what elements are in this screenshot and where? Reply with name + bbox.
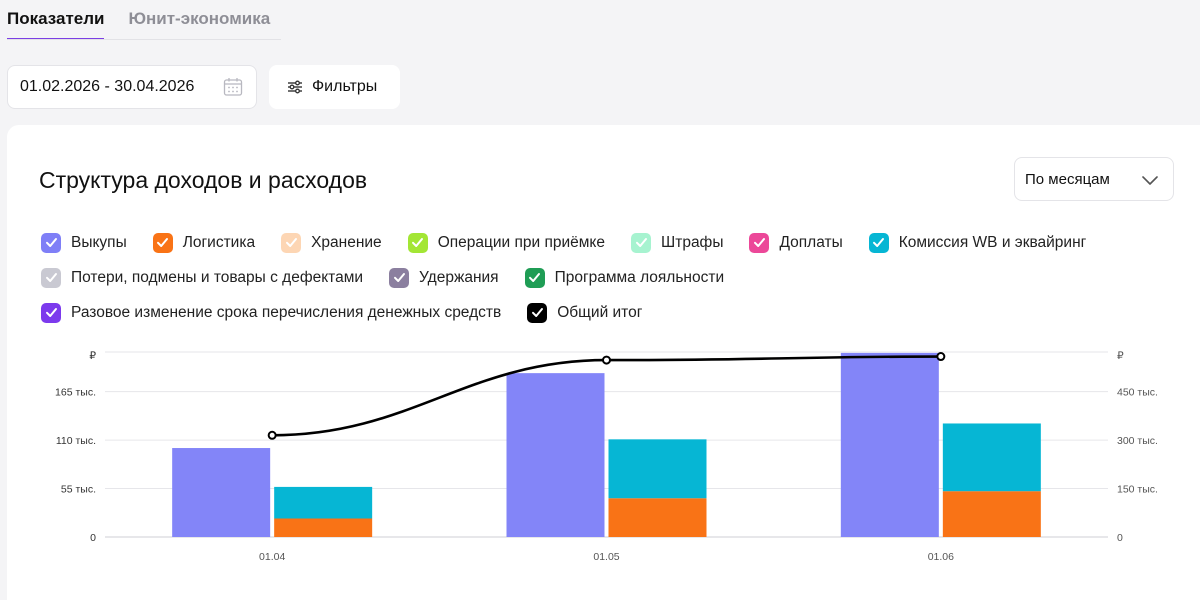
- check-icon: [393, 273, 405, 282]
- y-left-tick-label: 55 тыс.: [61, 484, 96, 496]
- legend-checkbox[interactable]: [868, 232, 889, 253]
- bar-commission: [942, 423, 1041, 492]
- y-left-unit: ₽: [89, 350, 96, 362]
- total-point: [267, 430, 277, 440]
- chart-legend: Выкупы Логистика Хранение Операции при приё…: [41, 225, 1181, 330]
- tab-bar: Показатели Юнит-экономика: [7, 0, 270, 40]
- y-left-tick-label: 165 тыс.: [55, 387, 96, 399]
- bar-buyouts: [506, 373, 605, 537]
- legend-checkbox[interactable]: [389, 267, 410, 288]
- bar-buyouts: [172, 448, 271, 537]
- legend-label: Логистика: [182, 233, 256, 251]
- tabs-divider: [7, 39, 281, 40]
- legend-label: Доплаты: [779, 233, 843, 251]
- legend-label: Разовое изменение срока перечисления ден…: [71, 303, 502, 321]
- y-right-tick-label: 300 тыс.: [1117, 435, 1158, 447]
- legend-row: Выкупы Логистика Хранение Операции при приё…: [41, 225, 1181, 260]
- legend-checkbox[interactable]: [749, 232, 770, 253]
- check-icon: [753, 238, 765, 247]
- sliders-icon: [288, 80, 302, 94]
- legend-item[interactable]: Выкупы: [41, 232, 127, 253]
- check-icon: [412, 238, 424, 247]
- legend-label: Комиссия WB и эквайринг: [898, 233, 1087, 251]
- x-tick-label: 01.05: [593, 551, 619, 563]
- bar-logistics: [274, 518, 373, 537]
- bar-commission: [608, 439, 707, 499]
- legend-checkbox[interactable]: [41, 232, 61, 253]
- legend-checkbox[interactable]: [152, 232, 173, 253]
- legend-checkbox[interactable]: [524, 267, 545, 288]
- calendar-icon[interactable]: [223, 77, 243, 97]
- check-icon: [45, 308, 57, 317]
- legend-item[interactable]: Штрафы: [631, 232, 724, 253]
- y-left-tick-label: 110 тыс.: [56, 435, 96, 447]
- y-right-tick-label: 0: [1117, 532, 1123, 544]
- legend-row: Разовое изменение срока перечисления ден…: [41, 295, 1181, 330]
- check-icon: [285, 238, 297, 247]
- legend-item[interactable]: Операции при приёмке: [407, 232, 606, 253]
- period-select[interactable]: По месяцам: [1014, 157, 1174, 201]
- check-icon: [531, 308, 543, 317]
- bar-buyouts: [840, 352, 939, 537]
- legend-label: Программа лояльности: [554, 268, 725, 286]
- card-title: Структура доходов и расходов: [39, 167, 368, 193]
- legend-label: Общий итог: [557, 303, 643, 321]
- period-select-value: По месяцам: [1025, 170, 1110, 188]
- y-left-tick-label: 0: [90, 532, 96, 544]
- legend-label: Операции при приёмке: [437, 233, 606, 251]
- income-expense-chart: ₽0 55 тыс. 110 тыс. 165 тыс. ₽0 150 тыс. 300 т…: [55, 350, 1158, 563]
- legend-item[interactable]: Комиссия WB и эквайринг: [868, 232, 1087, 253]
- legend-item[interactable]: Общий итог: [527, 302, 643, 323]
- check-icon: [635, 238, 647, 247]
- legend-checkbox[interactable]: [527, 302, 548, 323]
- total-line: [272, 355, 941, 437]
- check-icon: [157, 238, 169, 247]
- filters-label: Фильтры: [312, 78, 378, 95]
- legend-item[interactable]: Разовое изменение срока перечисления ден…: [41, 302, 502, 323]
- x-tick-label: 01.04: [259, 551, 285, 563]
- bar-logistics: [608, 498, 707, 537]
- legend-row: Потери, подмены и товары с дефектами Удер…: [41, 260, 1181, 295]
- y-right-unit: ₽: [1117, 350, 1124, 362]
- y-right-tick-label: 450 тыс.: [1117, 387, 1158, 399]
- check-icon: [45, 238, 57, 247]
- legend-checkbox[interactable]: [41, 267, 61, 288]
- bar-commission: [274, 486, 373, 519]
- legend-item[interactable]: Потери, подмены и товары с дефектами: [41, 267, 364, 288]
- legend-item[interactable]: Логистика: [152, 232, 256, 253]
- tab-indicators[interactable]: Показатели: [7, 0, 105, 40]
- legend-label: Потери, подмены и товары с дефектами: [71, 268, 364, 286]
- legend-checkbox[interactable]: [631, 232, 652, 253]
- tab-unit-economics[interactable]: Юнит-экономика: [128, 9, 271, 28]
- check-icon: [45, 273, 57, 282]
- filters-button[interactable]: Фильтры: [269, 65, 400, 109]
- legend-checkbox[interactable]: [41, 302, 61, 323]
- legend-label: Выкупы: [71, 233, 127, 251]
- check-icon: [873, 238, 885, 247]
- total-point: [936, 352, 946, 362]
- legend-label: Удержания: [419, 268, 499, 286]
- legend-label: Хранение: [311, 233, 382, 251]
- legend-label: Штрафы: [661, 233, 724, 251]
- legend-checkbox[interactable]: [407, 232, 428, 253]
- legend-item[interactable]: Хранение: [281, 232, 382, 253]
- legend-item[interactable]: Удержания: [389, 267, 499, 288]
- bar-logistics: [942, 491, 1041, 537]
- legend-item[interactable]: Доплаты: [749, 232, 843, 253]
- chevron-down-icon: [1142, 176, 1158, 185]
- legend-checkbox[interactable]: [281, 232, 302, 253]
- y-right-tick-label: 150 тыс.: [1117, 484, 1158, 496]
- date-range-input[interactable]: 01.02.2026 - 30.04.2026: [7, 65, 257, 109]
- total-point: [602, 355, 611, 365]
- date-range-value: 01.02.2026 - 30.04.2026: [20, 78, 195, 95]
- x-tick-label: 01.06: [928, 551, 954, 563]
- legend-item[interactable]: Программа лояльности: [524, 267, 725, 288]
- check-icon: [529, 273, 541, 282]
